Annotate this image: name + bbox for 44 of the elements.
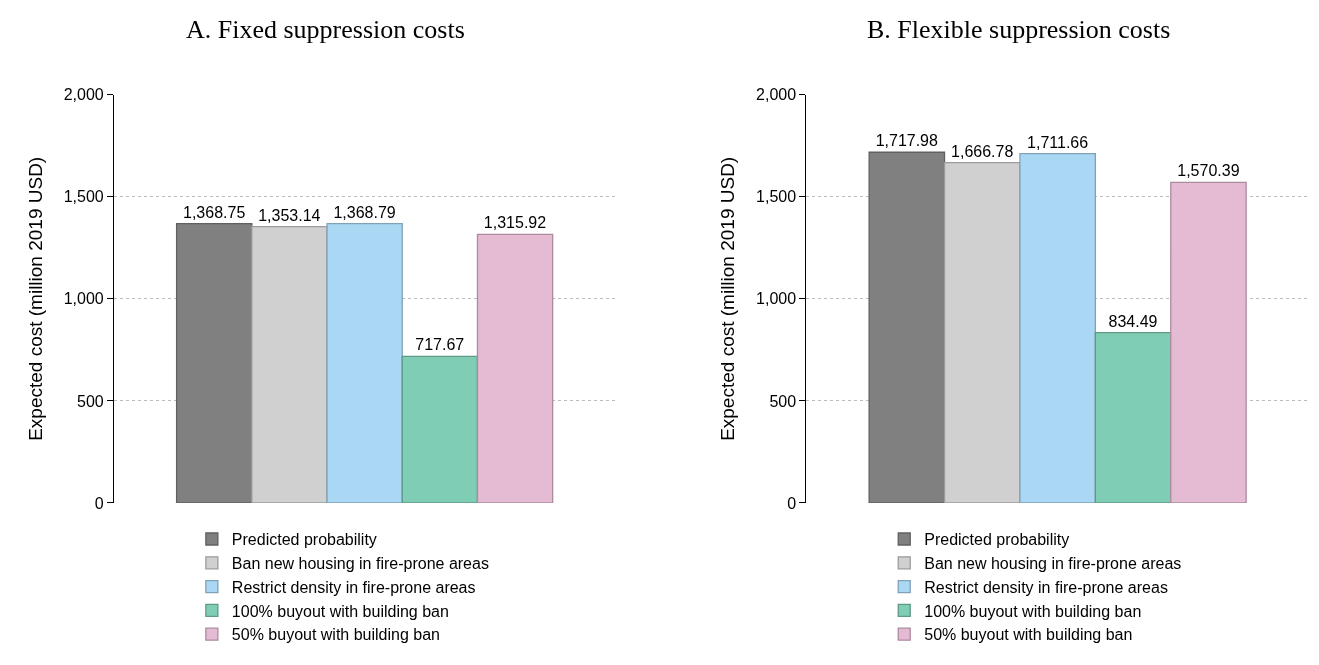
- y-tick-label: 1,000: [756, 290, 797, 308]
- y-tick-label: 1,500: [63, 188, 104, 206]
- y-tick-label: 500: [769, 392, 797, 410]
- data-label: 1,717.98: [875, 132, 939, 150]
- bar: [1019, 152, 1096, 503]
- y-tick-label: 500: [77, 392, 104, 410]
- legend-label: Ban new housing in fire-prone areas: [231, 555, 489, 573]
- y-tick-label: 0: [787, 494, 797, 512]
- bar: [868, 151, 946, 503]
- legend-label: Restrict density in fire-prone areas: [924, 578, 1168, 596]
- bar: [1170, 181, 1247, 503]
- y-tick-label: 1,500: [756, 188, 797, 206]
- legend-label: Restrict density in fire-prone areas: [231, 578, 476, 596]
- legend-label: Predicted probability: [924, 531, 1070, 549]
- bar: [326, 222, 403, 503]
- data-label: 717.67: [415, 336, 465, 354]
- data-label: 1,666.78: [951, 142, 1014, 160]
- legend-label: 100% buyout with building ban: [231, 602, 449, 620]
- chart-title: B. Flexible suppression costs: [867, 15, 1171, 44]
- y-tick-label: 0: [94, 494, 104, 512]
- bar: [401, 355, 479, 503]
- data-label: 1,570.39: [1177, 162, 1240, 180]
- y-axis-title: Expected cost (million 2019 USD): [716, 156, 738, 441]
- legend-label: Ban new housing in fire-prone areas: [924, 555, 1182, 573]
- bar: [476, 233, 554, 503]
- chart-title: A. Fixed suppression costs: [186, 15, 465, 44]
- data-label: 1,711.66: [1027, 133, 1089, 151]
- data-label: 1,368.75: [183, 203, 246, 221]
- legend-label: Predicted probability: [231, 531, 377, 549]
- bar: [175, 222, 253, 503]
- data-label: 1,315.92: [483, 214, 547, 232]
- legend-label: 50% buyout with building ban: [924, 626, 1133, 644]
- bar: [251, 226, 328, 503]
- y-tick-label: 2,000: [756, 86, 797, 104]
- data-label: 1,368.79: [333, 203, 396, 221]
- y-axis-title: Expected cost (million 2019 USD): [24, 156, 46, 441]
- legend-label: 100% buyout with building ban: [924, 602, 1142, 620]
- bar: [1094, 331, 1172, 503]
- legend-label: 50% buyout with building ban: [231, 626, 441, 644]
- y-tick-label: 1,000: [63, 290, 104, 308]
- bar: [943, 162, 1021, 503]
- y-tick-label: 2,000: [63, 86, 104, 104]
- data-label: 1,353.14: [258, 206, 321, 224]
- data-label: 834.49: [1108, 312, 1158, 330]
